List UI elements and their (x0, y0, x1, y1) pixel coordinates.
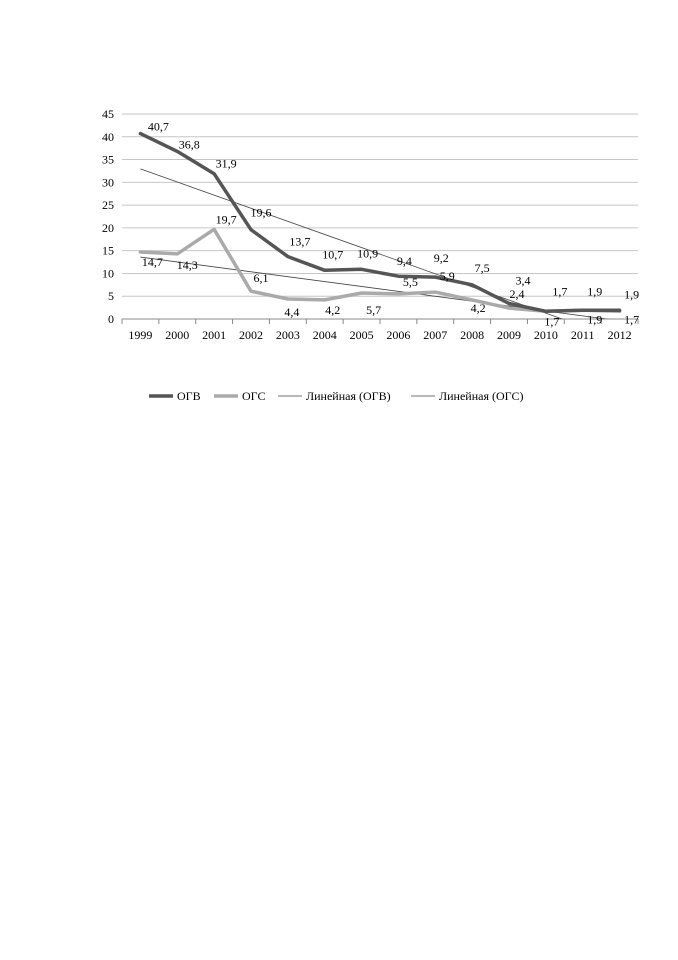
gridlines (122, 113, 638, 320)
x-tick-label: 2000 (165, 328, 189, 342)
x-tick-label: 2001 (202, 328, 226, 342)
y-tick-label: 10 (102, 266, 114, 280)
data-label-ogs: 14,7 (142, 255, 163, 269)
y-tick-label: 5 (108, 289, 114, 303)
y-tick-label: 25 (102, 198, 114, 212)
data-labels: 40,7 36,8 31,9 19,6 13,7 10,7 10,9 9,4 9,2 7,5 3,4… (142, 120, 639, 329)
legend: ОГВ ОГС Линейная (ОГВ) Линейная (ОГС) (149, 389, 523, 403)
data-label-ogs: 6,1 (254, 271, 269, 285)
data-label-ogs: 4,2 (471, 301, 486, 315)
data-label-ogs: 5,5 (403, 275, 418, 289)
x-tick-label: 2002 (239, 328, 263, 342)
data-label-ogv: 31,9 (216, 157, 237, 171)
legend-label: ОГС (242, 389, 265, 403)
series-line-ogv (138, 131, 622, 314)
data-label-ogs: 1,7 (544, 314, 559, 328)
data-label-ogs: 19,7 (216, 212, 237, 226)
x-tick-label: 2010 (534, 328, 558, 342)
data-label-ogs: 14,3 (177, 258, 198, 272)
data-label-ogv: 9,2 (434, 251, 449, 265)
x-tick-label: 2006 (386, 328, 410, 342)
data-label-ogs: 1,7 (624, 312, 639, 326)
data-label-ogv: 1,9 (624, 287, 639, 301)
series-line-ogs (138, 227, 622, 314)
data-label-ogv: 3,4 (516, 274, 531, 288)
y-tick-label: 45 (102, 107, 114, 121)
x-tick-label: 2008 (460, 328, 484, 342)
data-label-ogs: 4,4 (284, 305, 299, 319)
data-label-ogs: 2,4 (510, 287, 525, 301)
data-label-ogs: 1,9 (587, 312, 602, 326)
data-label-ogv: 9,4 (397, 254, 412, 268)
x-tick-label: 2012 (608, 328, 632, 342)
x-tick-label: 2004 (313, 328, 337, 342)
y-tick-label: 15 (102, 244, 114, 258)
y-tick-label: 0 (108, 312, 114, 326)
legend-label: ОГВ (177, 389, 201, 403)
data-label-ogv: 1,7 (552, 284, 567, 298)
legend-label: Линейная (ОГС) (439, 389, 523, 403)
data-label-ogv: 13,7 (289, 235, 310, 249)
series-lines (138, 131, 622, 314)
x-axis-ticks: 1999 2000 2001 2002 2003 2004 2005 2006 2007 2008… (121, 319, 639, 342)
y-tick-label: 30 (102, 175, 114, 189)
x-tick-label: 2003 (276, 328, 300, 342)
y-tick-label: 35 (102, 153, 114, 167)
data-label-ogv: 19,6 (251, 206, 272, 220)
data-label-ogv: 10,9 (357, 246, 378, 260)
data-label-ogv: 7,5 (475, 261, 490, 275)
x-tick-label: 2007 (423, 328, 447, 342)
x-tick-label: 2011 (571, 328, 595, 342)
y-tick-label: 20 (102, 221, 114, 235)
data-label-ogv: 36,8 (179, 137, 200, 151)
x-tick-label: 2005 (350, 328, 374, 342)
data-label-ogv: 1,9 (587, 284, 602, 298)
data-label-ogs: 5,7 (366, 303, 381, 317)
x-tick-label: 2009 (497, 328, 521, 342)
x-tick-label: 1999 (128, 328, 152, 342)
y-axis-ticks: 0 5 10 15 20 25 30 35 40 45 (102, 107, 114, 326)
data-label-ogv: 40,7 (148, 120, 169, 134)
data-label-ogv: 10,7 (322, 247, 343, 261)
y-tick-label: 40 (102, 130, 114, 144)
data-label-ogs: 4,2 (325, 303, 340, 317)
legend-label: Линейная (ОГВ) (306, 389, 391, 403)
data-label-ogs: 5,9 (440, 269, 455, 283)
